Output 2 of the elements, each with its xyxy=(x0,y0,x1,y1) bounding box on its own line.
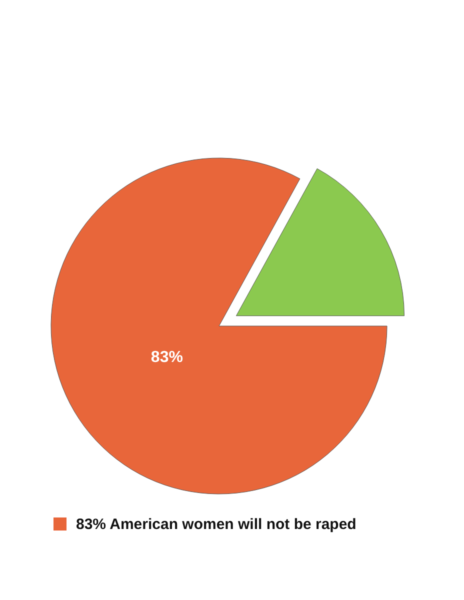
legend-label: 83% American women will not be raped xyxy=(76,516,356,533)
data-label: 83% xyxy=(150,348,183,366)
